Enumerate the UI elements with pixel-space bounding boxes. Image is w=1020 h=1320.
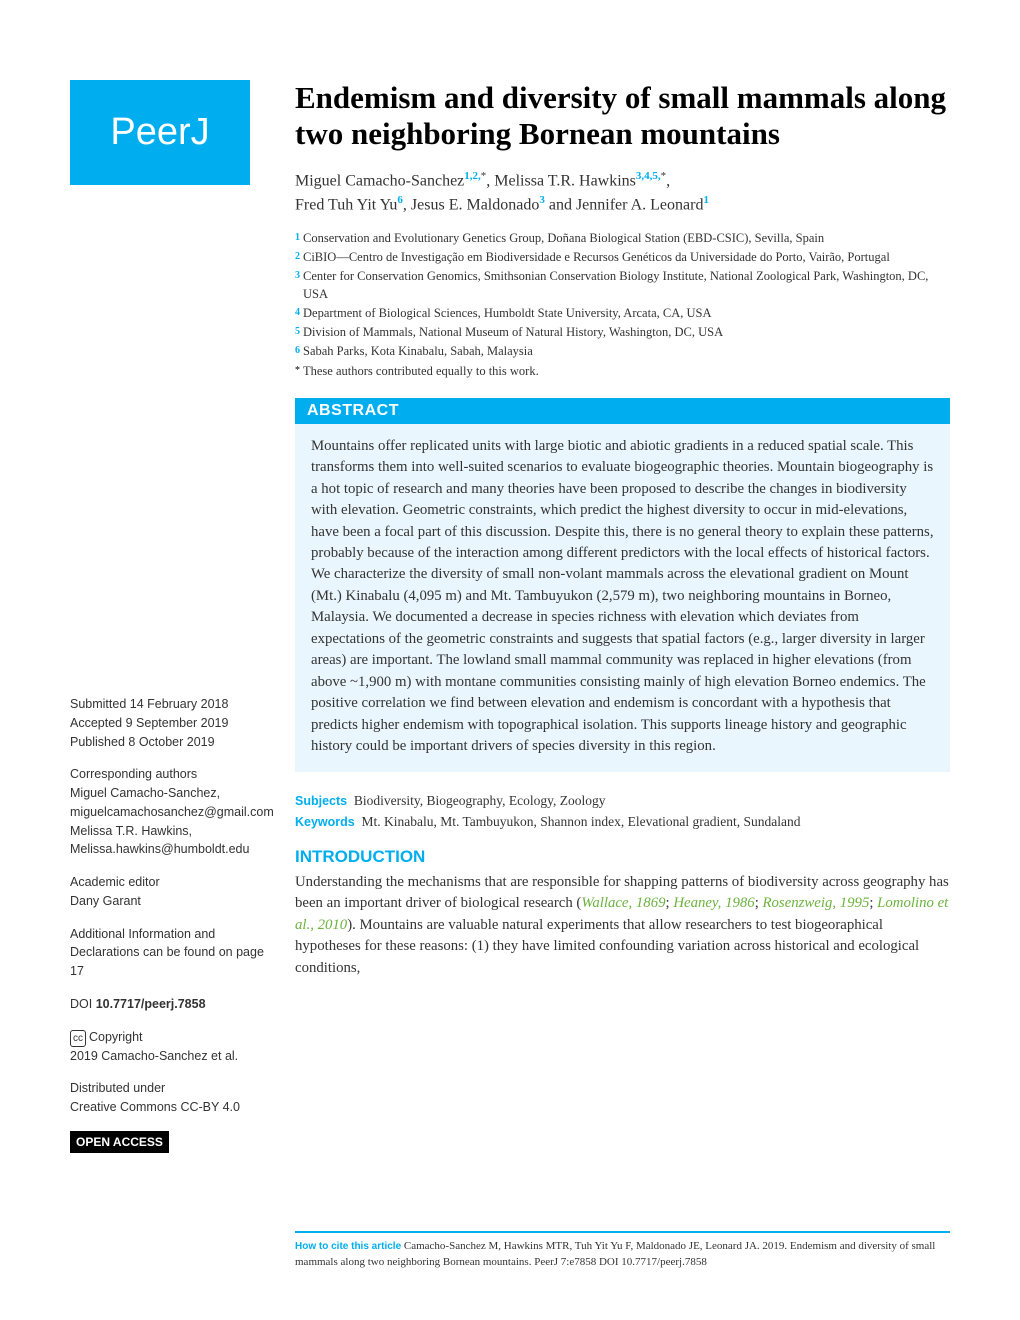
affiliation-row: 3 Center for Conservation Genomics, Smit… — [295, 267, 950, 303]
affiliation-text: Division of Mammals, National Museum of … — [303, 323, 723, 341]
introduction-text: Understanding the mechanisms that are re… — [295, 872, 950, 979]
affiliation-row: 2 CiBIO—Centro de Investigação em Biodiv… — [295, 248, 950, 266]
license-link[interactable]: Creative Commons CC-BY 4.0 — [70, 1100, 240, 1114]
distributed-label: Distributed under — [70, 1079, 270, 1098]
affiliation-text: Conservation and Evolutionary Genetics G… — [303, 229, 824, 247]
affiliation-row: * These authors contributed equally to t… — [295, 362, 950, 380]
submitted-label: Submitted — [70, 697, 126, 711]
affiliation-num: 2 — [295, 248, 300, 266]
left-column: PeerJ Submitted 14 February 2018 Accepte… — [70, 80, 270, 1167]
corresponding-block: Corresponding authors Miguel Camacho-San… — [70, 765, 270, 859]
open-access-block: OPEN ACCESS — [70, 1131, 270, 1153]
reference-link[interactable]: Heaney, 1986 — [673, 895, 754, 911]
author-name: Miguel Camacho-Sanchez — [295, 173, 464, 190]
affiliation-text: Sabah Parks, Kota Kinabalu, Sabah, Malay… — [303, 342, 533, 360]
affiliation-num: 6 — [295, 342, 300, 360]
affiliation-text: These authors contributed equally to thi… — [303, 362, 539, 380]
reference-link[interactable]: Wallace, 1869 — [581, 895, 665, 911]
author-affil-sup: 3,4,5, — [636, 170, 661, 182]
editor-label: Academic editor — [70, 873, 270, 892]
sidebar-metadata: Submitted 14 February 2018 Accepted 9 Se… — [70, 695, 270, 1153]
author-name: Melissa T.R. Hawkins — [494, 173, 636, 190]
keywords-text: Mt. Kinabalu, Mt. Tambuyukon, Shannon in… — [362, 814, 801, 829]
author-name: Jesus E. Maldonado — [411, 196, 539, 213]
accepted-label: Accepted — [70, 716, 122, 730]
subjects-label: Subjects — [295, 794, 347, 808]
copyright-text: 2019 Camacho-Sanchez et al. — [70, 1047, 270, 1066]
author-affil-sup: 1,2, — [464, 170, 481, 182]
abstract-header: ABSTRACT — [295, 398, 950, 424]
keywords-label: Keywords — [295, 815, 355, 829]
copyright-label: Copyright — [89, 1030, 143, 1044]
additional-block: Additional Information and Declarations … — [70, 925, 270, 981]
author-name: Jennifer A. Leonard — [576, 196, 704, 213]
author-star: * — [661, 170, 667, 182]
affiliation-row: 6 Sabah Parks, Kota Kinabalu, Sabah, Mal… — [295, 342, 950, 360]
published-date: 8 October 2019 — [128, 735, 214, 749]
subjects-keywords: Subjects Biodiversity, Biogeography, Eco… — [295, 790, 950, 833]
page: PeerJ Submitted 14 February 2018 Accepte… — [0, 0, 1020, 1217]
peerj-logo: PeerJ — [70, 80, 250, 185]
accepted-date: 9 September 2019 — [126, 716, 229, 730]
editor-name: Dany Garant — [70, 892, 270, 911]
authors-list: Miguel Camacho-Sanchez1,2,*, Melissa T.R… — [295, 169, 950, 216]
additional-text: Additional Information and Declarations … — [70, 925, 270, 981]
corr2-email[interactable]: Melissa.hawkins@humboldt.edu — [70, 842, 249, 856]
author-name: Fred Tuh Yit Yu — [295, 196, 397, 213]
affiliations-list: 1 Conservation and Evolutionary Genetics… — [295, 229, 950, 380]
affiliation-row: 4 Department of Biological Sciences, Hum… — [295, 304, 950, 322]
introduction-header: INTRODUCTION — [295, 847, 950, 867]
corr1-email[interactable]: miguelcamachosanchez@gmail.com — [70, 805, 274, 819]
affiliation-text: Department of Biological Sciences, Humbo… — [303, 304, 711, 322]
distributed-block: Distributed under Creative Commons CC-BY… — [70, 1079, 270, 1117]
affiliation-num: 3 — [295, 267, 300, 303]
dates-block: Submitted 14 February 2018 Accepted 9 Se… — [70, 695, 270, 751]
subjects-text: Biodiversity, Biogeography, Ecology, Zoo… — [354, 793, 606, 808]
abstract-body: Mountains offer replicated units with la… — [295, 424, 950, 772]
corr2-name: Melissa T.R. Hawkins, — [70, 822, 270, 841]
open-access-badge: OPEN ACCESS — [70, 1131, 169, 1153]
submitted-date: 14 February 2018 — [130, 697, 229, 711]
affiliation-text: Center for Conservation Genomics, Smiths… — [303, 267, 950, 303]
reference-link[interactable]: Rosenzweig, 1995 — [763, 895, 870, 911]
citation-footer: How to cite this article Camacho-Sanchez… — [295, 1231, 950, 1270]
doi-link[interactable]: 10.7717/peerj.7858 — [96, 997, 206, 1011]
cc-icon: cc — [70, 1030, 86, 1047]
copyright-block: ccCopyright 2019 Camacho-Sanchez et al. — [70, 1028, 270, 1066]
author-affil-sup: 3 — [539, 194, 545, 206]
doi-label: DOI — [70, 997, 92, 1011]
published-label: Published — [70, 735, 125, 749]
affiliation-row: 5 Division of Mammals, National Museum o… — [295, 323, 950, 341]
doi-block: DOI 10.7717/peerj.7858 — [70, 995, 270, 1014]
affiliation-num: * — [295, 362, 300, 380]
author-affil-sup: 1 — [703, 194, 709, 206]
main-column: Endemism and diversity of small mammals … — [295, 80, 950, 1167]
article-title: Endemism and diversity of small mammals … — [295, 80, 950, 151]
citation-label: How to cite this article — [295, 1241, 401, 1252]
affiliation-num: 4 — [295, 304, 300, 322]
affiliation-text: CiBIO—Centro de Investigação em Biodiver… — [303, 248, 890, 266]
author-star: * — [481, 170, 487, 182]
author-affil-sup: 6 — [397, 194, 403, 206]
corresponding-label: Corresponding authors — [70, 765, 270, 784]
affiliation-num: 1 — [295, 229, 300, 247]
corr1-name: Miguel Camacho-Sanchez, — [70, 784, 270, 803]
editor-block: Academic editor Dany Garant — [70, 873, 270, 911]
affiliation-row: 1 Conservation and Evolutionary Genetics… — [295, 229, 950, 247]
affiliation-num: 5 — [295, 323, 300, 341]
